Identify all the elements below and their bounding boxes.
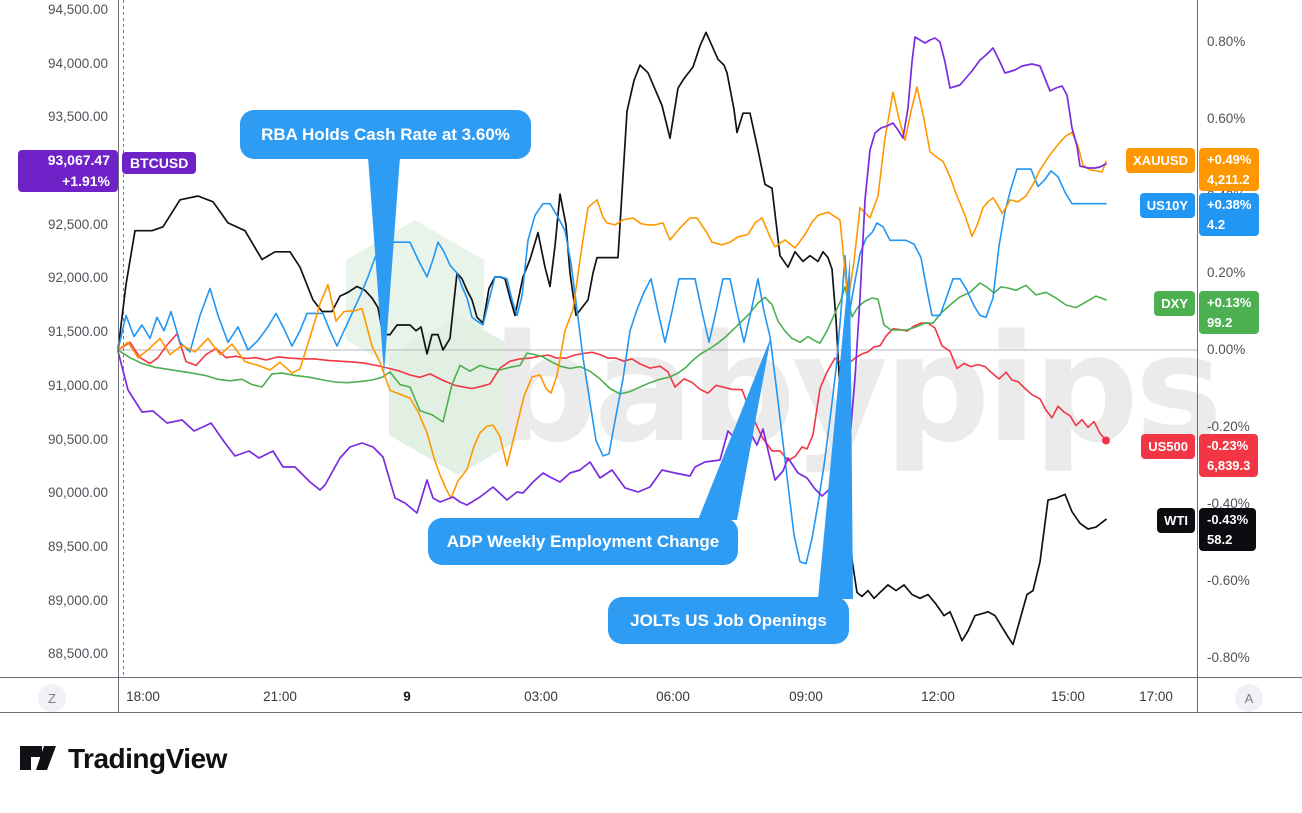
news-callout-jolts[interactable]: JOLTs US Job Openings <box>608 597 849 644</box>
time-axis-tick: 21:00 <box>263 689 297 704</box>
value-tag-us10y: +0.38% 4.2 <box>1199 193 1260 236</box>
btcusd-price-label: 93,067.47 +1.91% <box>18 150 118 192</box>
value-tag-wti: -0.43% 58.2 <box>1199 508 1257 551</box>
right-axis-tick: -0.80% <box>1207 650 1250 665</box>
series-line-us500[interactable] <box>117 322 1107 462</box>
timezone-button[interactable]: Z <box>38 684 66 712</box>
watermark-text: babypips <box>492 303 1219 475</box>
right-axis-tick: -0.40% <box>1207 496 1250 511</box>
last-value-xauusd: 4,211.2 <box>1207 171 1250 187</box>
last-value-dxy: 99.2 <box>1207 314 1233 330</box>
auto-scale-button[interactable]: A <box>1235 684 1263 712</box>
callout-tail-adp <box>698 337 771 520</box>
last-value-wti: 58.2 <box>1207 531 1233 547</box>
btcusd-symbol-tag[interactable]: BTCUSD <box>122 152 197 174</box>
value-tag-us500: -0.23% 6,839.3 <box>1199 434 1259 477</box>
change-percent-dxy: +0.13% <box>1207 295 1252 310</box>
time-axis-tick: 15:00 <box>1051 689 1085 704</box>
last-value-us500: 6,839.3 <box>1207 457 1251 473</box>
tradingview-logo-text: TradingView <box>68 743 227 774</box>
right-axis-tick: 0.20% <box>1207 265 1246 280</box>
right-axis-tick: 0.80% <box>1207 34 1246 49</box>
change-percent-us500: -0.23% <box>1207 438 1249 453</box>
series-end-dot-us500 <box>1102 436 1110 445</box>
series-line-xauusd[interactable] <box>117 86 1107 500</box>
news-callout-rba[interactable]: RBA Holds Cash Rate at 3.60% <box>240 110 531 159</box>
time-axis-tick: 09:00 <box>789 689 823 704</box>
symbol-tag-xauusd[interactable]: XAUUSD <box>1126 148 1195 173</box>
last-value-us10y: 4.2 <box>1207 216 1226 232</box>
axis-frame-group <box>0 0 1302 713</box>
left-axis-tick: 92,000.00 <box>47 270 108 286</box>
left-axis-tick: 90,500.00 <box>47 431 108 447</box>
left-axis-tick: 91,500.00 <box>47 324 108 340</box>
callout-tail-jolts <box>818 257 853 599</box>
left-axis-tick: 88,500.00 <box>47 646 108 662</box>
time-axis-tick: 03:00 <box>524 689 558 704</box>
change-percent-wti: -0.43% <box>1207 512 1249 527</box>
btcusd-change-percent: +1.91% <box>62 173 110 189</box>
time-axis-tick: 17:00 <box>1139 689 1173 704</box>
baseline-group <box>118 0 1197 677</box>
right-axis-tick: -0.60% <box>1207 573 1250 588</box>
series-line-dxy[interactable] <box>117 282 1107 423</box>
change-percent-xauusd: +0.49% <box>1207 152 1252 167</box>
right-axis-tick: 0.60% <box>1207 111 1246 126</box>
symbol-tag-wti[interactable]: WTI <box>1157 508 1195 533</box>
change-percent-us10y: +0.38% <box>1207 197 1252 212</box>
left-axis-tick: 94,500.00 <box>47 2 108 17</box>
symbol-tag-us10y[interactable]: US10Y <box>1139 193 1195 218</box>
callout-tails-group <box>368 157 853 599</box>
time-axis-tick: 18:00 <box>126 689 160 704</box>
series-lines-group <box>117 31 1110 646</box>
symbol-tag-us500[interactable]: US500 <box>1141 434 1195 459</box>
right-axis-tick: 0.00% <box>1207 342 1246 357</box>
left-axis-tick: 91,000.00 <box>47 377 108 393</box>
left-axis-tick: 94,000.00 <box>47 55 108 71</box>
left-axis-tick: 89,500.00 <box>47 538 108 554</box>
left-axis-tick: 92,500.00 <box>47 216 108 232</box>
news-callout-adp[interactable]: ADP Weekly Employment Change <box>428 518 738 565</box>
btcusd-last-price: 93,067.47 <box>47 152 110 168</box>
time-axis-tick: 9 <box>403 689 411 704</box>
left-axis-tick: 90,000.00 <box>47 485 108 501</box>
callout-tail-rba <box>368 157 400 374</box>
tradingview-logo-icon <box>20 746 56 770</box>
left-axis-tick: 89,000.00 <box>47 592 108 608</box>
babypips-hexagon-icon <box>389 315 527 475</box>
symbol-tag-dxy[interactable]: DXY <box>1154 291 1195 316</box>
time-axis-tick: 12:00 <box>921 689 955 704</box>
tradingview-logo[interactable]: TradingView <box>18 742 227 776</box>
value-tag-xauusd: +0.49% 4,211.2 <box>1199 148 1260 191</box>
right-axis-tick: -0.20% <box>1207 419 1250 434</box>
value-tag-dxy: +0.13% 99.2 <box>1199 291 1260 334</box>
left-axis-tick: 93,500.00 <box>47 109 108 125</box>
time-axis-tick: 06:00 <box>656 689 690 704</box>
chart-plot-area[interactable]: babypips <box>0 0 1302 713</box>
